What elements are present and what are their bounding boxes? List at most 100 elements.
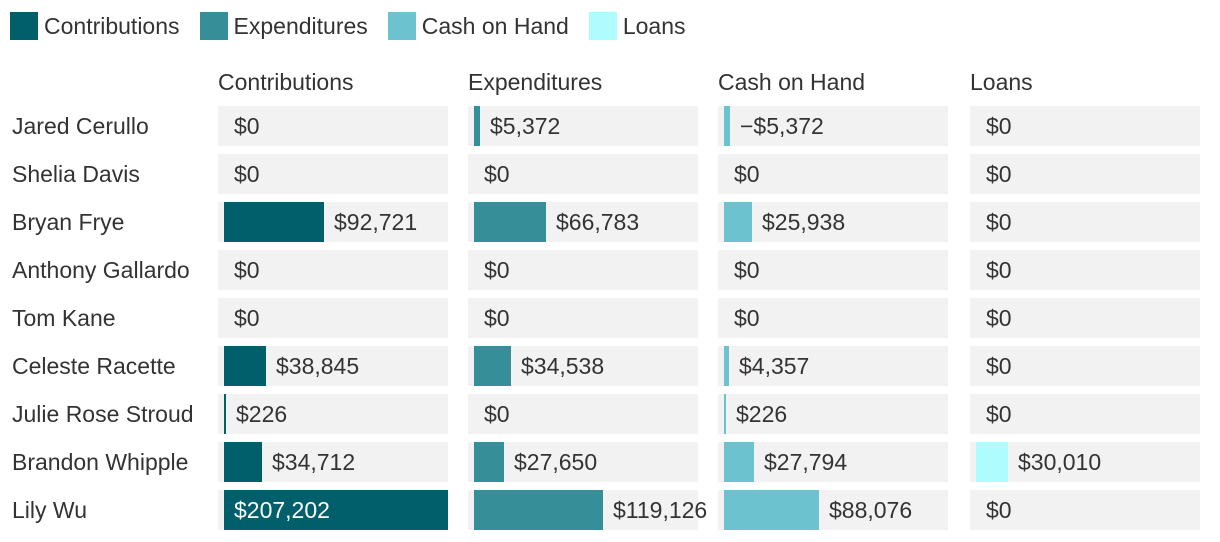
row-label: Jared Cerullo (12, 113, 149, 139)
bar (474, 442, 504, 482)
bar-cell: $226 (218, 394, 448, 434)
value-label: $66,783 (556, 209, 640, 235)
bar (474, 490, 603, 530)
bar-cell: $66,783 (468, 202, 698, 242)
legend: Contributions Expenditures Cash on Hand Loa… (10, 10, 706, 42)
bar-cell: $0 (970, 250, 1200, 290)
bar (224, 394, 226, 434)
bar-cell: $0 (970, 346, 1200, 386)
bar (976, 442, 1008, 482)
legend-item: Cash on Hand (387, 10, 569, 42)
bar-cell: $0 (468, 250, 698, 290)
value-label: $0 (484, 257, 510, 283)
value-label: $0 (986, 353, 1012, 379)
legend-swatch (199, 12, 228, 40)
bar (474, 106, 480, 146)
value-label: $38,845 (276, 353, 360, 379)
legend-swatch (10, 12, 38, 40)
value-label: $0 (484, 305, 510, 331)
row-label: Bryan Frye (12, 209, 125, 235)
bar-cell: $30,010 (970, 442, 1200, 482)
value-label: $0 (484, 161, 510, 187)
bar-cell: $0 (970, 490, 1200, 530)
value-label: $0 (986, 497, 1012, 523)
row-label: Shelia Davis (12, 161, 140, 187)
value-label: $226 (236, 401, 288, 427)
value-label: $92,721 (334, 209, 418, 235)
bar (224, 442, 262, 482)
value-label: $0 (986, 305, 1012, 331)
value-label: $5,372 (490, 113, 561, 139)
value-label: $0 (986, 209, 1012, 235)
column-header: Expenditures (468, 69, 603, 95)
value-label: $25,938 (762, 209, 846, 235)
bar-cell: $0 (718, 298, 948, 338)
row-label: Julie Rose Stroud (12, 401, 194, 427)
bar-cell: $4,357 (718, 346, 948, 386)
value-label: $119,126 (613, 497, 708, 523)
value-label: $27,794 (764, 449, 848, 475)
bar (724, 202, 752, 242)
bar-cell: $0 (970, 394, 1200, 434)
legend-item: Loans (588, 10, 686, 42)
bar-cell: $34,538 (468, 346, 698, 386)
bar-cell: $0 (218, 154, 448, 194)
value-label: $226 (736, 401, 788, 427)
bar-cell: $88,076 (718, 490, 948, 530)
legend-label: Cash on Hand (421, 13, 569, 39)
bar (724, 106, 730, 146)
bar-cell: $0 (970, 298, 1200, 338)
value-label: $30,010 (1018, 449, 1102, 475)
bar-cell: $34,712 (218, 442, 448, 482)
value-label: −$5,372 (740, 113, 824, 139)
row-label: Celeste Racette (12, 353, 176, 379)
bar-cell: $0 (970, 106, 1200, 146)
value-label: $0 (986, 161, 1012, 187)
bar-cell: $0 (218, 298, 448, 338)
bar-cell: $0 (718, 250, 948, 290)
value-label: $0 (234, 305, 260, 331)
bar-cell: $5,372 (468, 106, 698, 146)
bar-cell: $0 (468, 298, 698, 338)
bar-cell: $119,126 (468, 490, 707, 530)
bar-cell: $0 (970, 154, 1200, 194)
value-label: $0 (484, 401, 510, 427)
bar-cell: $0 (218, 106, 448, 146)
value-label: $0 (734, 161, 760, 187)
value-label: $0 (986, 257, 1012, 283)
legend-label: Contributions (44, 13, 180, 39)
bar (724, 346, 729, 386)
row-label: Brandon Whipple (12, 449, 189, 475)
value-label: $0 (986, 401, 1012, 427)
value-label: $0 (234, 113, 260, 139)
bar-cell: $0 (468, 394, 698, 434)
legend-swatch (588, 12, 617, 40)
bar-cell: $25,938 (718, 202, 948, 242)
column-header: Loans (970, 69, 1033, 95)
bar-cell: $38,845 (218, 346, 448, 386)
bar (224, 202, 324, 242)
value-label: $27,650 (514, 449, 598, 475)
value-label: $0 (734, 257, 760, 283)
bar-cell: $27,650 (468, 442, 698, 482)
bar-cell: $226 (718, 394, 948, 434)
bar-cell: $0 (218, 250, 448, 290)
bar (224, 346, 266, 386)
bar-cell: $0 (970, 202, 1200, 242)
column-header: Contributions (218, 69, 354, 95)
bar (474, 202, 546, 242)
value-label: $34,712 (272, 449, 356, 475)
legend-label: Expenditures (233, 13, 368, 39)
row-label: Lily Wu (12, 497, 87, 523)
value-label: $88,076 (829, 497, 913, 523)
bar-cell: $27,794 (718, 442, 948, 482)
bar (224, 490, 448, 530)
bar (724, 394, 726, 434)
row-label: Anthony Gallardo (12, 257, 190, 283)
bar (724, 490, 819, 530)
legend-item: Contributions (10, 10, 180, 42)
row-label: Tom Kane (12, 305, 116, 331)
bar-cell: $92,721 (218, 202, 448, 242)
bar-cell: $0 (468, 154, 698, 194)
